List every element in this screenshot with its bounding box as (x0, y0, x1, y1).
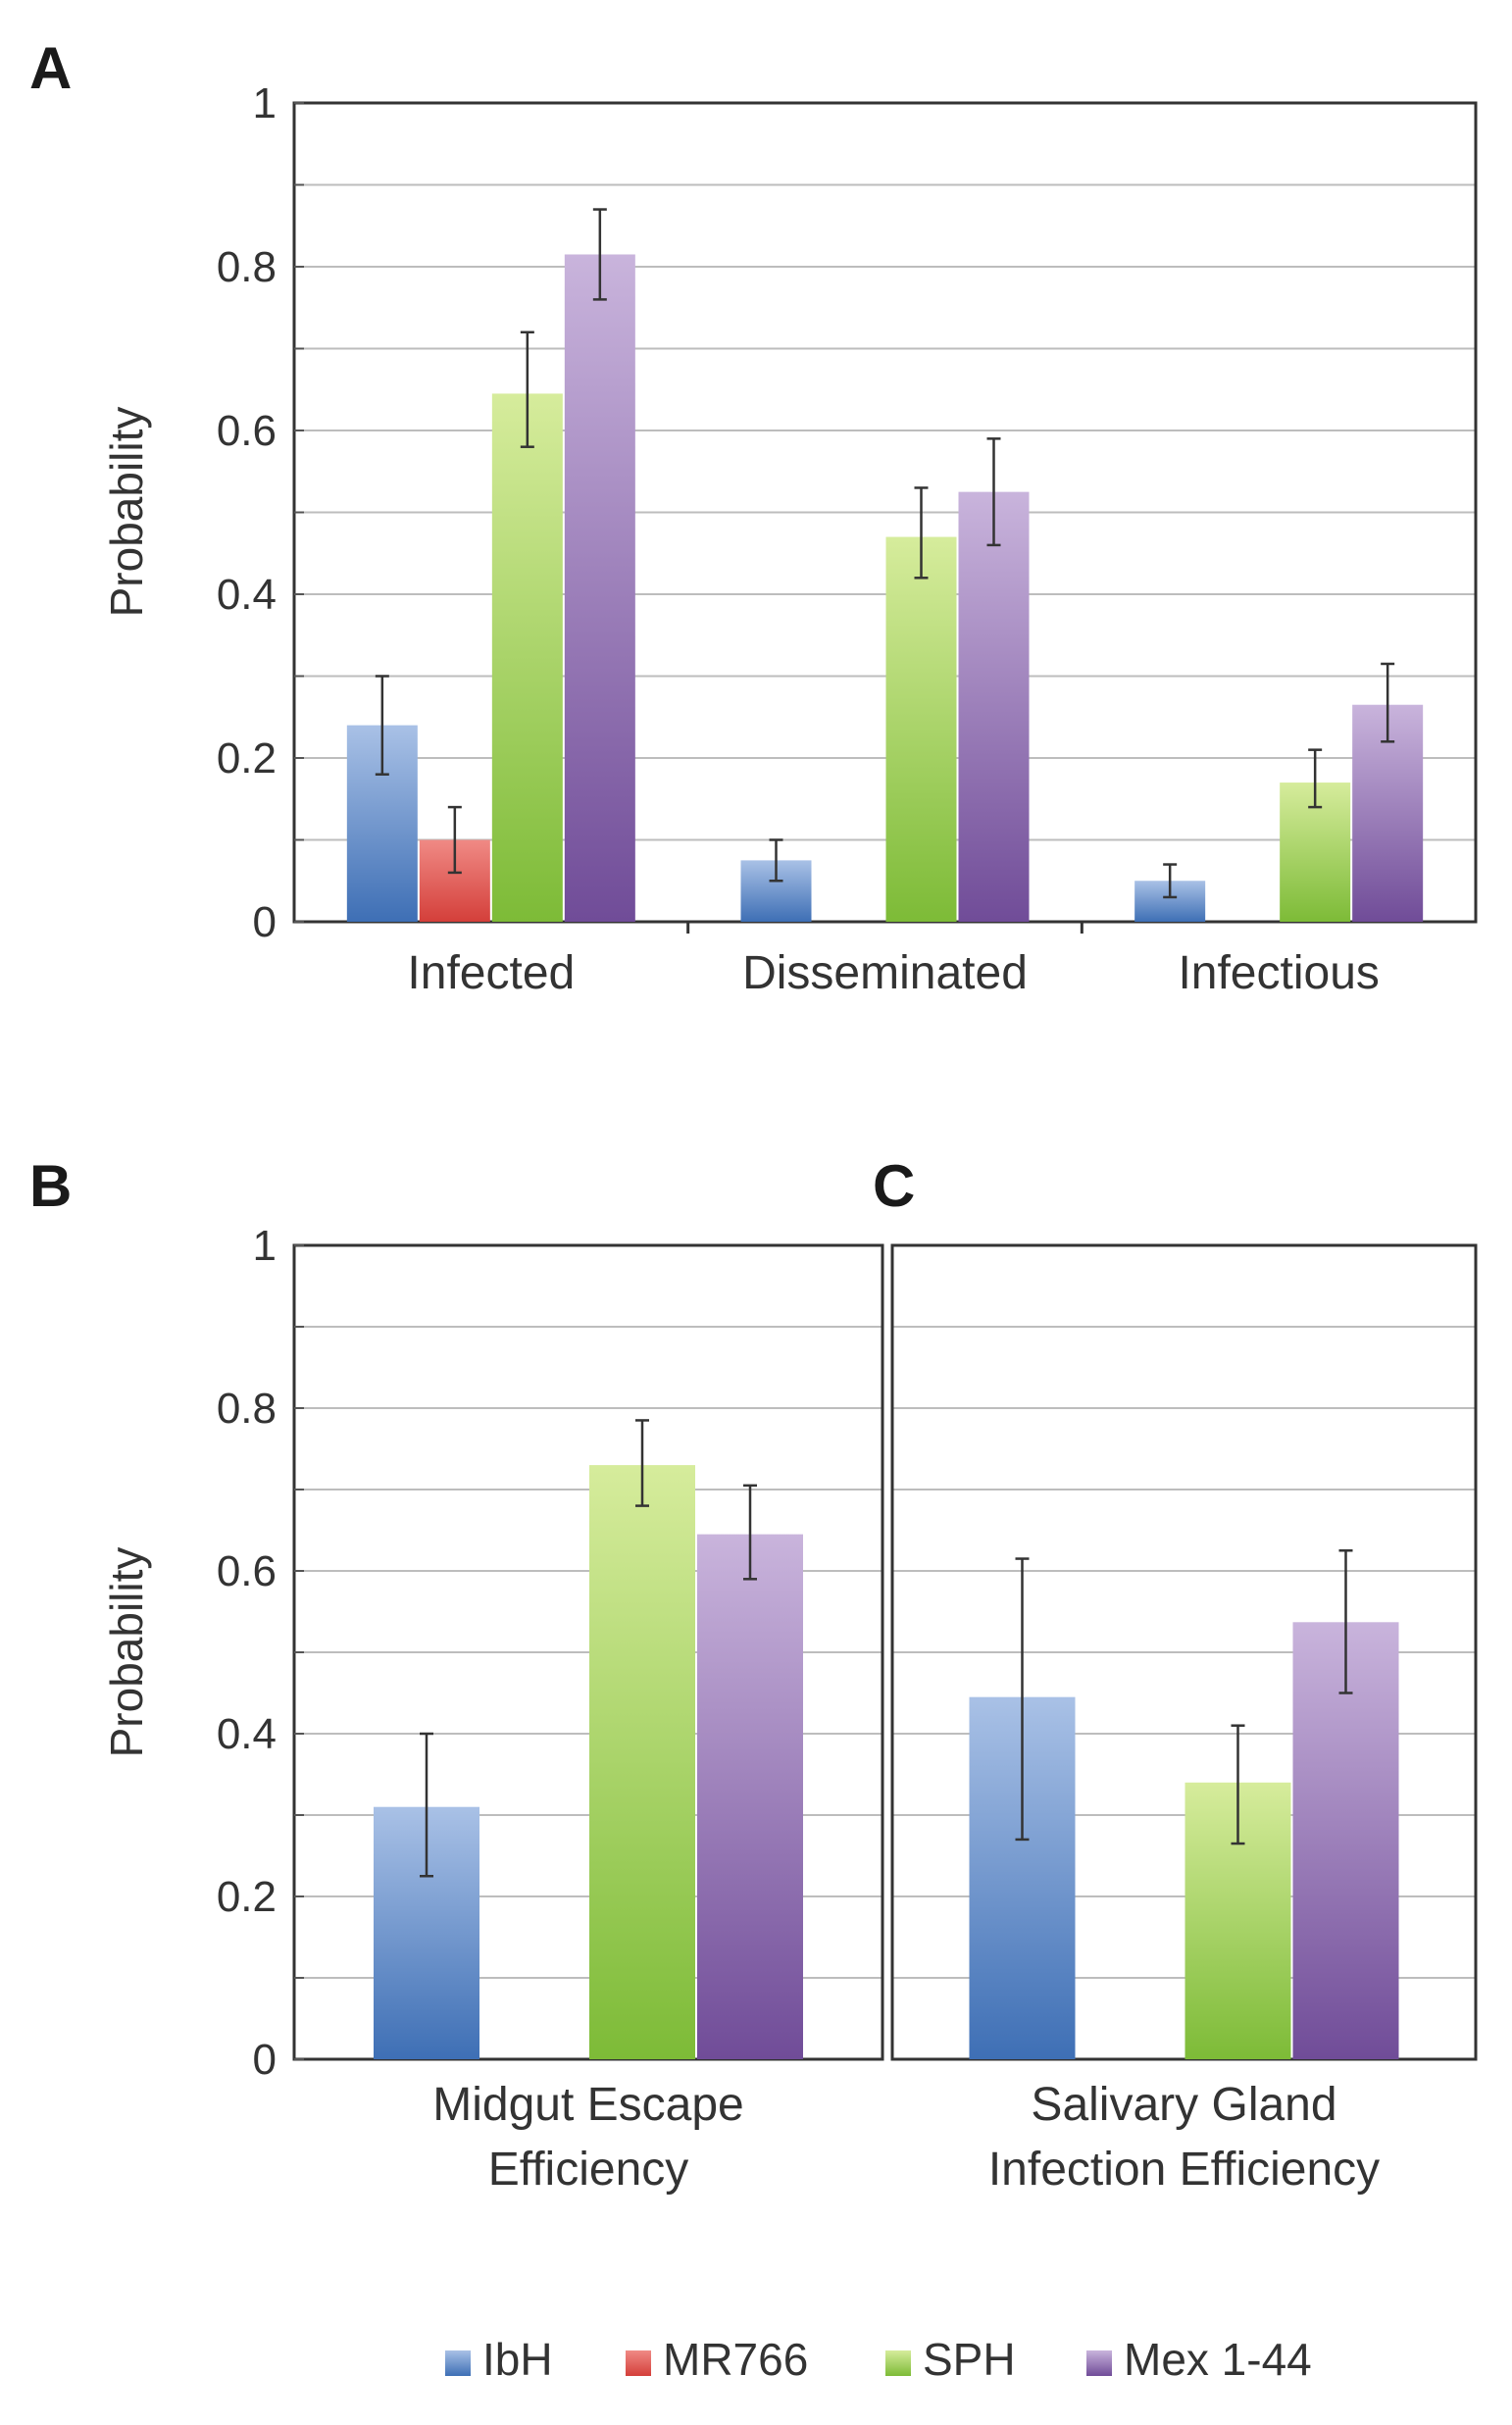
panel-b-bars (374, 1419, 803, 2059)
legend: IbH MR766 SPH Mex 1-44 (445, 2334, 1312, 2385)
error-bar-sph-midgut-escape-efficiency (635, 1419, 649, 1507)
error-bar-ibh-midgut-escape-efficiency (420, 1732, 433, 1878)
error-bar-sph-salivary-gland-infection-efficiency (1231, 1724, 1245, 1845)
panel-letter-a: A (29, 35, 72, 101)
category-label: Infection Efficiency (988, 2144, 1380, 2196)
error-bar-ibh-infected (375, 675, 389, 776)
error-bar-mex-1-44-salivary-gland-infection-efficiency (1338, 1549, 1353, 1694)
error-bar-mr766-infected (447, 805, 462, 875)
panel-a-chart: 00.20.40.60.81 Infected Disseminated Infec… (101, 79, 1478, 999)
panel-c-category-labels: Salivary Gland Infection Efficiency (988, 2079, 1380, 2196)
y-tick-label: 1 (253, 79, 277, 127)
y-tick-label: 0.4 (217, 1710, 277, 1758)
error-bar-mex-1-44-disseminated (986, 437, 1001, 547)
panel-b-chart: 0 0.2 0.4 0.6 0.8 1 Midgut Escape Efficiency P… (101, 1222, 884, 2196)
panel-a-y-axis-label: Probability (101, 407, 152, 618)
panel-b-y-axis-label: Probability (101, 1547, 152, 1758)
error-bar-sph-infectious (1308, 748, 1323, 809)
error-bar-mex-1-44-midgut-escape-efficiency (743, 1484, 757, 1581)
panel-a-gridlines (294, 183, 1476, 841)
panel-b-category-labels: Midgut Escape Efficiency (432, 2079, 744, 2196)
panel-letter-b: B (29, 1153, 72, 1219)
legend-label-mr766: MR766 (663, 2334, 808, 2385)
bar-mex-1-44-salivary-gland-infection-efficiency (1292, 1622, 1399, 2059)
category-label-infectious: Infectious (1178, 947, 1379, 999)
legend-label-sph: SPH (923, 2334, 1016, 2385)
panel-b-y-tick-labels: 0 0.2 0.4 0.6 0.8 1 (217, 1222, 277, 2084)
category-label-disseminated: Disseminated (742, 947, 1028, 999)
y-tick-label: 0.2 (217, 734, 277, 783)
panel-b-y-axis (294, 1244, 304, 2060)
y-tick-label: 0 (253, 2036, 277, 2084)
category-label: Midgut Escape (432, 2079, 744, 2131)
legend-swatch-ibh (445, 2350, 471, 2376)
y-tick-label: 0.8 (217, 243, 277, 291)
bar-mex-1-44-infected (564, 254, 635, 923)
y-tick-label: 0.6 (217, 407, 277, 455)
panel-c-chart: Salivary Gland Infection Efficiency (890, 1243, 1478, 2196)
bar-sph-disseminated (885, 536, 957, 922)
category-label: Salivary Gland (1031, 2079, 1336, 2131)
panel-a-category-labels: Infected Disseminated Infectious (407, 947, 1379, 999)
legend-swatch-mr766 (626, 2350, 651, 2376)
y-tick-label: 0.8 (217, 1385, 277, 1433)
legend-label-mex-1-44: Mex 1-44 (1124, 2334, 1312, 2385)
error-bar-sph-disseminated (914, 486, 929, 580)
legend-label-ibh: IbH (482, 2334, 553, 2385)
panel-a-y-tick-labels: 0 0.2 0.4 0.6 0.8 1 (217, 79, 277, 946)
y-tick-label: 0.4 (217, 571, 277, 619)
category-label-infected: Infected (407, 947, 575, 999)
y-tick-label: 1 (253, 1222, 277, 1270)
error-bar-ibh-disseminated (769, 838, 783, 883)
bar-sph-infected (491, 393, 563, 922)
panel-c-bars (969, 1549, 1399, 2059)
category-label: Efficiency (488, 2144, 689, 2196)
panel-a-y-axis (294, 102, 1084, 934)
error-bar-ibh-salivary-gland-infection-efficiency (1015, 1557, 1030, 1842)
panel-letter-c: C (873, 1153, 915, 1219)
bar-mex-1-44-midgut-escape-efficiency (697, 1534, 803, 2059)
y-tick-label: 0.6 (217, 1547, 277, 1595)
panel-a-bars (346, 208, 1424, 923)
legend-swatch-mex-1-44 (1086, 2350, 1112, 2376)
error-bar-mex-1-44-infected (592, 208, 607, 301)
y-tick-label: 0 (253, 898, 277, 946)
bar-mex-1-44-disseminated (958, 491, 1030, 922)
error-bar-sph-infected (520, 330, 534, 448)
panel-c-plot-frame (890, 1243, 1478, 2061)
error-bar-ibh-infectious (1163, 863, 1178, 899)
error-bar-mex-1-44-infectious (1381, 662, 1395, 743)
legend-swatch-sph (885, 2350, 911, 2376)
y-tick-label: 0.2 (217, 1873, 277, 1921)
bar-sph-midgut-escape-efficiency (589, 1465, 695, 2059)
